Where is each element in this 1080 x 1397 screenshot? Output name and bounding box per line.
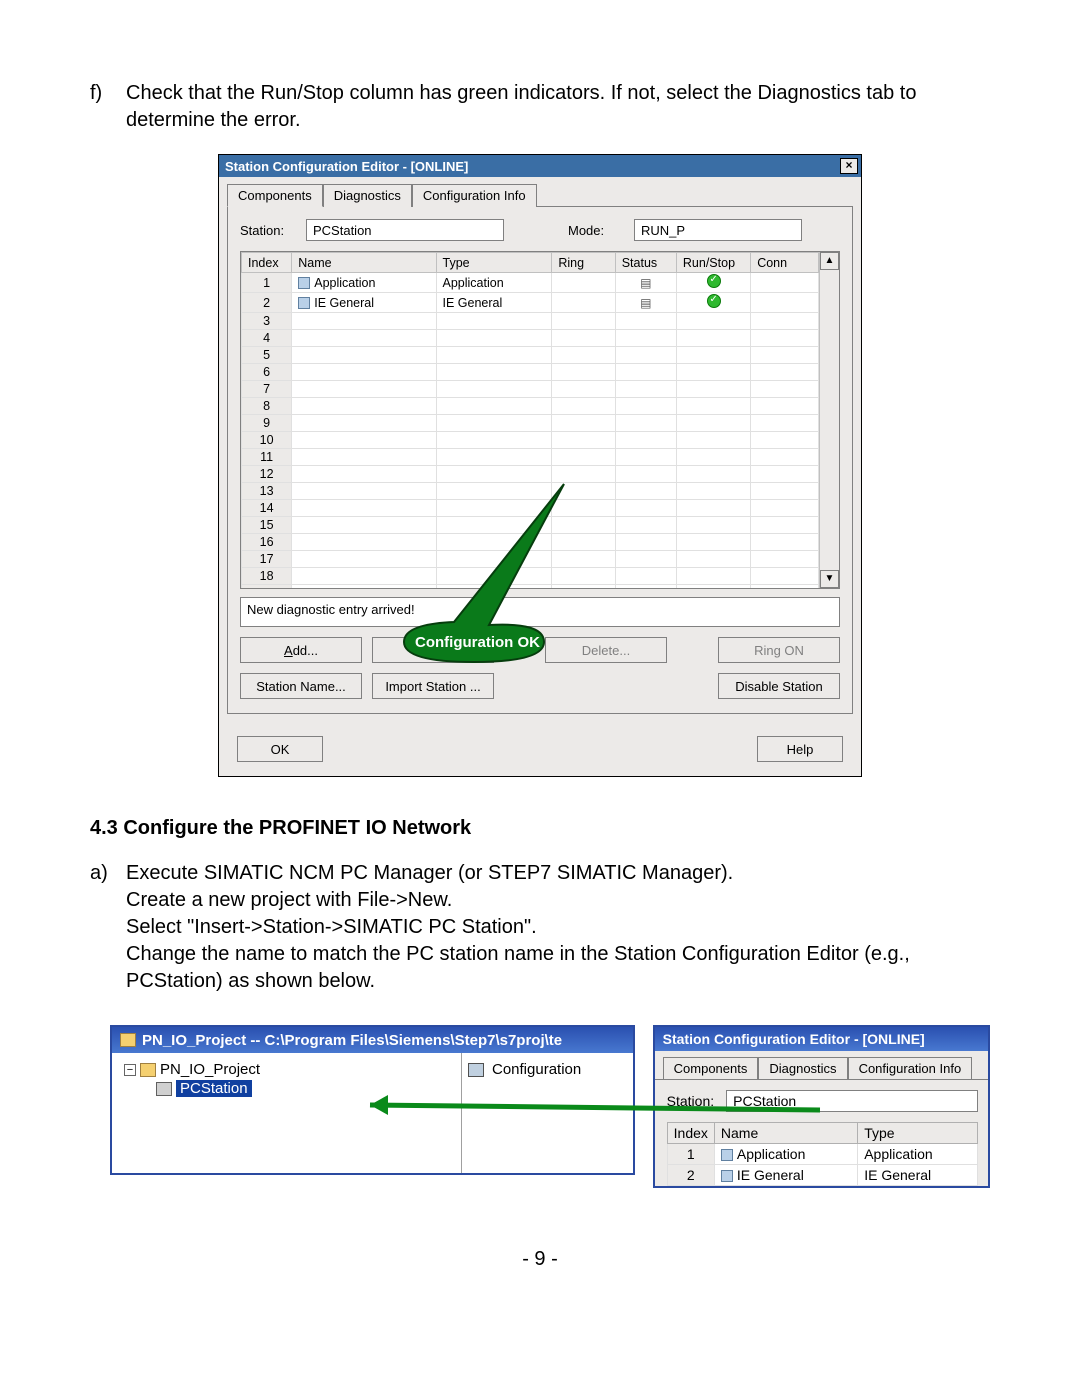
col-runstop: Run/Stop bbox=[676, 253, 750, 273]
tab-configinfo[interactable]: Configuration Info bbox=[412, 184, 537, 207]
scrollbar[interactable]: ▲ ▼ bbox=[819, 252, 839, 588]
help-button[interactable]: Help bbox=[757, 736, 843, 762]
step-a-text: Execute SIMATIC NCM PC Manager (or STEP7… bbox=[126, 860, 990, 995]
table-row[interactable]: 3 bbox=[242, 313, 819, 330]
table-row[interactable]: 11 bbox=[242, 449, 819, 466]
sce2-title: Station Configuration Editor - [ONLINE] bbox=[655, 1027, 988, 1051]
table-row[interactable]: 6 bbox=[242, 364, 819, 381]
sce2-tab-configinfo[interactable]: Configuration Info bbox=[848, 1057, 973, 1079]
disable-station-button[interactable]: Disable Station bbox=[718, 673, 840, 699]
table-row[interactable]: 1ApplicationApplication bbox=[667, 1144, 977, 1165]
table-row[interactable]: 13 bbox=[242, 483, 819, 500]
sce2-tab-components[interactable]: Components bbox=[663, 1057, 759, 1079]
table-row[interactable]: 15 bbox=[242, 517, 819, 534]
scroll-up-icon[interactable]: ▲ bbox=[820, 252, 839, 270]
tab-diagnostics[interactable]: Diagnostics bbox=[323, 184, 412, 207]
figure-two-windows: PN_IO_Project -- C:\Program Files\Siemen… bbox=[110, 1025, 990, 1188]
import-station-button[interactable]: Import Station ... bbox=[372, 673, 494, 699]
table-row[interactable]: 1ApplicationApplication▤ bbox=[242, 273, 819, 293]
configuration-icon bbox=[468, 1063, 484, 1077]
sce2-tab-diagnostics[interactable]: Diagnostics bbox=[758, 1057, 847, 1079]
sce-titlebar: Station Configuration Editor - [ONLINE] … bbox=[219, 155, 861, 177]
table-row[interactable]: 2IE GeneralIE General▤ bbox=[242, 293, 819, 313]
table-row[interactable]: 10 bbox=[242, 432, 819, 449]
project-title: PN_IO_Project -- C:\Program Files\Siemen… bbox=[142, 1032, 562, 1049]
page-number: - 9 - bbox=[90, 1248, 990, 1271]
station-label: Station: bbox=[240, 223, 294, 238]
station-name-button[interactable]: Station Name... bbox=[240, 673, 362, 699]
ring-on-button[interactable]: Ring ON bbox=[718, 637, 840, 663]
configuration-label[interactable]: Configuration bbox=[492, 1061, 581, 1078]
tree-pcstation[interactable]: PCStation bbox=[176, 1080, 252, 1097]
table-row[interactable]: 4 bbox=[242, 330, 819, 347]
col-name: Name bbox=[292, 253, 436, 273]
table-row[interactable]: 7 bbox=[242, 381, 819, 398]
project-window: PN_IO_Project -- C:\Program Files\Siemen… bbox=[110, 1025, 635, 1175]
sce2-station-label: Station: bbox=[667, 1093, 714, 1109]
table-row[interactable]: 18 bbox=[242, 568, 819, 585]
sce-title: Station Configuration Editor - [ONLINE] bbox=[225, 159, 468, 174]
tree-root[interactable]: PN_IO_Project bbox=[160, 1061, 260, 1078]
step-a-marker: a) bbox=[90, 860, 126, 995]
table-row[interactable]: 14 bbox=[242, 500, 819, 517]
col-status: Status bbox=[615, 253, 676, 273]
sce-snippet-window: Station Configuration Editor - [ONLINE] … bbox=[653, 1025, 990, 1188]
project-list: Configuration bbox=[462, 1053, 633, 1173]
sce-window: Station Configuration Editor - [ONLINE] … bbox=[218, 154, 862, 777]
mode-value: RUN_P bbox=[634, 219, 802, 241]
table-row[interactable]: 12 bbox=[242, 466, 819, 483]
delete-button[interactable]: Delete... bbox=[545, 637, 667, 663]
table-row[interactable]: 9 bbox=[242, 415, 819, 432]
table-row[interactable]: 8 bbox=[242, 398, 819, 415]
table-row[interactable]: 17 bbox=[242, 551, 819, 568]
col-index: Index bbox=[242, 253, 292, 273]
col-ring: Ring bbox=[552, 253, 615, 273]
table-row[interactable]: 16 bbox=[242, 534, 819, 551]
project-tree[interactable]: − PN_IO_Project PCStation bbox=[112, 1053, 462, 1173]
step-a: a) Execute SIMATIC NCM PC Manager (or ST… bbox=[90, 860, 990, 995]
scroll-down-icon[interactable]: ▼ bbox=[820, 570, 839, 588]
table-row[interactable]: 19 bbox=[242, 585, 819, 589]
step-f-text: Check that the Run/Stop column has green… bbox=[126, 80, 990, 134]
project-icon bbox=[120, 1033, 136, 1047]
ok-button[interactable]: OK bbox=[237, 736, 323, 762]
edit-button[interactable]: Edit... bbox=[372, 637, 494, 663]
close-icon[interactable]: × bbox=[840, 158, 858, 174]
component-table: Index Name Type Ring Status Run/Stop Con… bbox=[240, 251, 840, 589]
folder-icon bbox=[140, 1063, 156, 1077]
table-row[interactable]: 2IE GeneralIE General bbox=[667, 1165, 977, 1186]
sce-tabs: Components Diagnostics Configuration Inf… bbox=[219, 177, 861, 206]
sce2-table: Index Name Type 1ApplicationApplication2… bbox=[667, 1122, 978, 1186]
table-row[interactable]: 5 bbox=[242, 347, 819, 364]
status-message: New diagnostic entry arrived! bbox=[240, 597, 840, 627]
heading-4-3: 4.3 Configure the PROFINET IO Network bbox=[90, 817, 990, 840]
tree-collapse-icon[interactable]: − bbox=[124, 1064, 136, 1076]
add-button[interactable]: Add... bbox=[240, 637, 362, 663]
col-type: Type bbox=[436, 253, 552, 273]
pc-station-icon bbox=[156, 1082, 172, 1096]
station-value: PCStation bbox=[306, 219, 504, 241]
tab-components[interactable]: Components bbox=[227, 184, 323, 207]
mode-label: Mode: bbox=[568, 223, 622, 238]
step-f: f) Check that the Run/Stop column has gr… bbox=[90, 80, 990, 134]
sce2-station-value: PCStation bbox=[726, 1090, 978, 1112]
step-f-marker: f) bbox=[90, 80, 126, 134]
col-conn: Conn bbox=[751, 253, 819, 273]
sce-panel: Station: PCStation Mode: RUN_P Index Nam… bbox=[227, 206, 853, 714]
